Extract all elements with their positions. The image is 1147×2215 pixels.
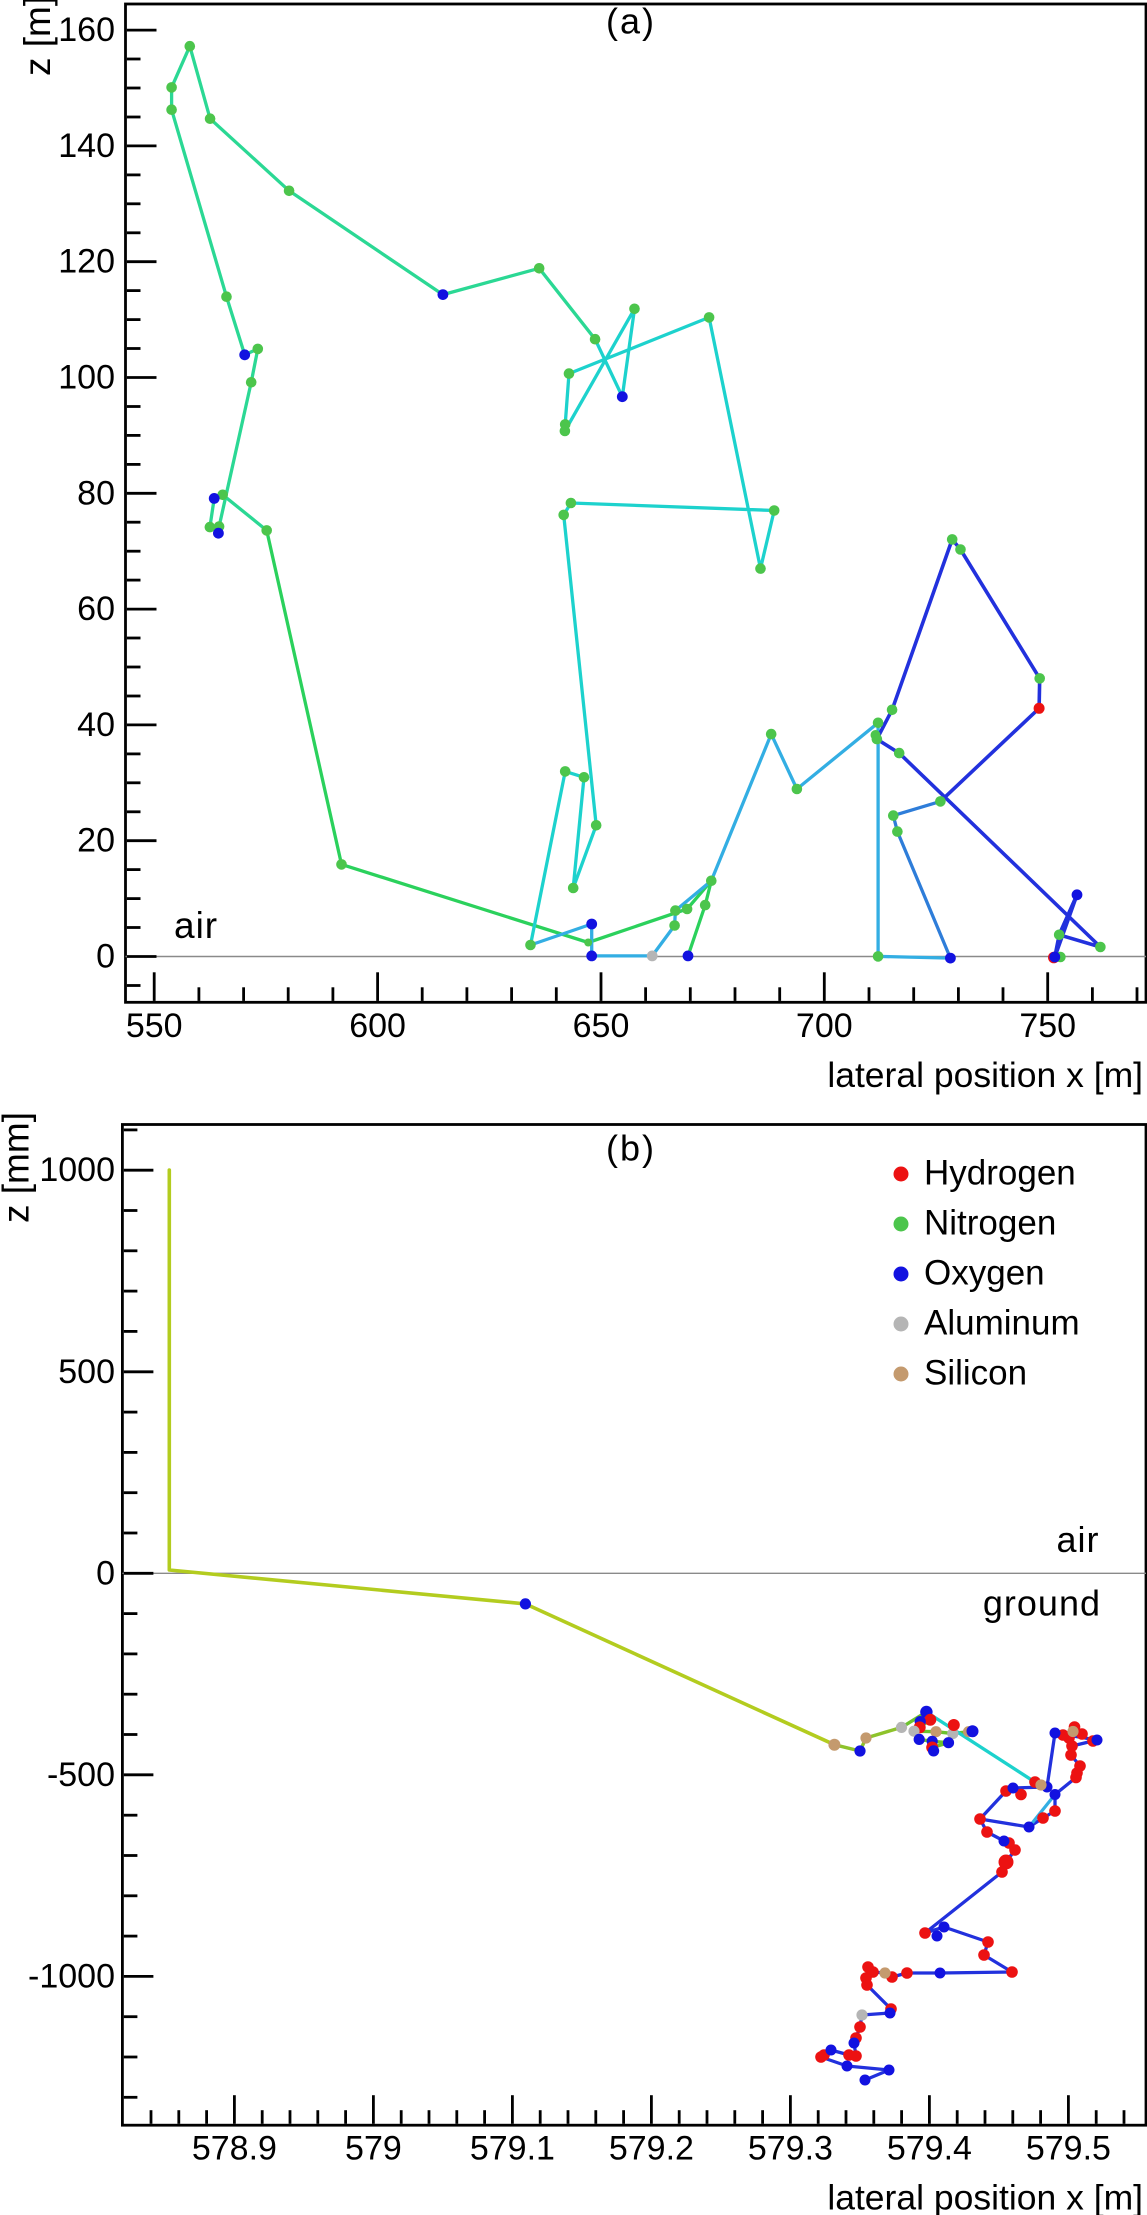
svg-text:1000: 1000 (39, 1151, 115, 1189)
svg-text:140: 140 (58, 127, 115, 165)
svg-text:Oxygen: Oxygen (924, 1254, 1045, 1293)
svg-text:750: 750 (1019, 1007, 1076, 1045)
svg-text:0: 0 (96, 1554, 115, 1592)
svg-text:z [mm]: z [mm] (0, 1112, 37, 1223)
svg-text:ground: ground (983, 1583, 1101, 1624)
svg-text:-500: -500 (47, 1756, 115, 1794)
svg-text:0: 0 (96, 938, 115, 976)
svg-text:578.9: 578.9 (192, 2130, 277, 2168)
svg-text:160: 160 (58, 11, 115, 49)
svg-text:700: 700 (796, 1007, 853, 1045)
svg-text:z [m]: z [m] (17, 0, 58, 76)
svg-text:100: 100 (58, 359, 115, 397)
svg-text:-1000: -1000 (28, 1957, 115, 1995)
svg-text:Hydrogen: Hydrogen (924, 1154, 1076, 1193)
svg-text:lateral position x [m]: lateral position x [m] (827, 2178, 1143, 2215)
svg-text:air: air (174, 905, 218, 946)
svg-text:Aluminum: Aluminum (924, 1304, 1080, 1343)
svg-text:579.5: 579.5 (1026, 2130, 1111, 2168)
svg-text:579: 579 (345, 2130, 402, 2168)
svg-text:579.2: 579.2 (609, 2130, 694, 2168)
svg-text:80: 80 (77, 474, 115, 512)
svg-text:579.3: 579.3 (748, 2130, 833, 2168)
svg-text:40: 40 (77, 706, 115, 744)
svg-text:air: air (1056, 1519, 1099, 1560)
svg-text:550: 550 (126, 1007, 183, 1045)
svg-text:20: 20 (77, 822, 115, 860)
svg-text:lateral position x [m]: lateral position x [m] (827, 1055, 1143, 1095)
svg-text:120: 120 (58, 243, 115, 281)
svg-text:500: 500 (58, 1353, 115, 1391)
svg-text:(a): (a) (606, 1, 656, 42)
svg-text:650: 650 (573, 1007, 630, 1045)
svg-text:Silicon: Silicon (924, 1354, 1027, 1393)
svg-text:(b): (b) (606, 1128, 656, 1169)
svg-text:Nitrogen: Nitrogen (924, 1204, 1056, 1243)
svg-text:579.4: 579.4 (887, 2130, 972, 2168)
svg-text:600: 600 (349, 1007, 406, 1045)
svg-text:579.1: 579.1 (470, 2130, 555, 2168)
svg-text:60: 60 (77, 590, 115, 628)
